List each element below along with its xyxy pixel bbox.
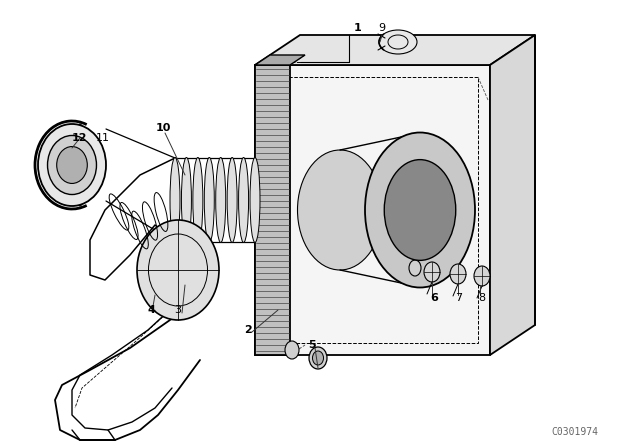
Ellipse shape xyxy=(74,124,86,206)
Text: 7: 7 xyxy=(455,293,462,303)
Text: 5: 5 xyxy=(308,340,316,350)
Ellipse shape xyxy=(239,158,248,242)
Ellipse shape xyxy=(409,260,421,276)
Ellipse shape xyxy=(450,264,466,284)
Polygon shape xyxy=(255,65,290,355)
Text: 1: 1 xyxy=(354,23,362,33)
Ellipse shape xyxy=(170,158,180,242)
Ellipse shape xyxy=(309,347,327,369)
Ellipse shape xyxy=(57,146,87,183)
Ellipse shape xyxy=(204,158,214,242)
Ellipse shape xyxy=(424,262,440,282)
Text: 3: 3 xyxy=(174,305,181,315)
Ellipse shape xyxy=(47,135,97,194)
Text: 8: 8 xyxy=(478,293,485,303)
Text: 9: 9 xyxy=(378,23,385,33)
Text: C0301974: C0301974 xyxy=(552,427,598,437)
Ellipse shape xyxy=(216,158,226,242)
Ellipse shape xyxy=(193,158,203,242)
Ellipse shape xyxy=(379,30,417,54)
Ellipse shape xyxy=(250,158,260,242)
Polygon shape xyxy=(255,55,305,65)
Text: 4: 4 xyxy=(148,305,156,315)
Ellipse shape xyxy=(384,159,456,260)
Ellipse shape xyxy=(181,158,191,242)
Text: 10: 10 xyxy=(156,123,172,133)
Polygon shape xyxy=(255,35,535,65)
Text: 2: 2 xyxy=(244,325,252,335)
Text: 11: 11 xyxy=(96,133,110,143)
Polygon shape xyxy=(255,65,490,355)
Ellipse shape xyxy=(298,150,383,270)
Ellipse shape xyxy=(137,220,219,320)
Ellipse shape xyxy=(474,266,490,286)
Text: 6: 6 xyxy=(430,293,438,303)
Ellipse shape xyxy=(38,124,106,206)
Ellipse shape xyxy=(285,341,299,359)
Polygon shape xyxy=(490,35,535,355)
Ellipse shape xyxy=(227,158,237,242)
Ellipse shape xyxy=(312,351,323,365)
Ellipse shape xyxy=(365,133,475,288)
Text: 12: 12 xyxy=(72,133,88,143)
